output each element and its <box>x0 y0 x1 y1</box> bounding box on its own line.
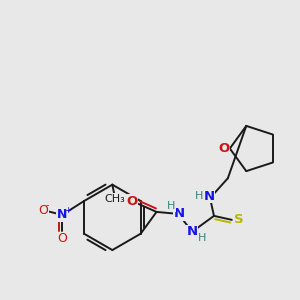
Text: N: N <box>187 225 198 238</box>
Text: O: O <box>38 204 48 218</box>
Text: N: N <box>174 207 185 220</box>
Text: O: O <box>126 194 137 208</box>
Text: S: S <box>234 213 244 226</box>
Text: H: H <box>198 233 206 243</box>
Text: -: - <box>46 200 49 210</box>
Text: O: O <box>218 142 230 155</box>
Text: N: N <box>203 190 214 202</box>
Text: H: H <box>195 191 203 201</box>
Text: N: N <box>57 208 68 221</box>
Text: H: H <box>167 201 176 211</box>
Text: O: O <box>57 232 67 245</box>
Text: +: + <box>64 206 70 215</box>
Text: CH₃: CH₃ <box>104 194 125 203</box>
